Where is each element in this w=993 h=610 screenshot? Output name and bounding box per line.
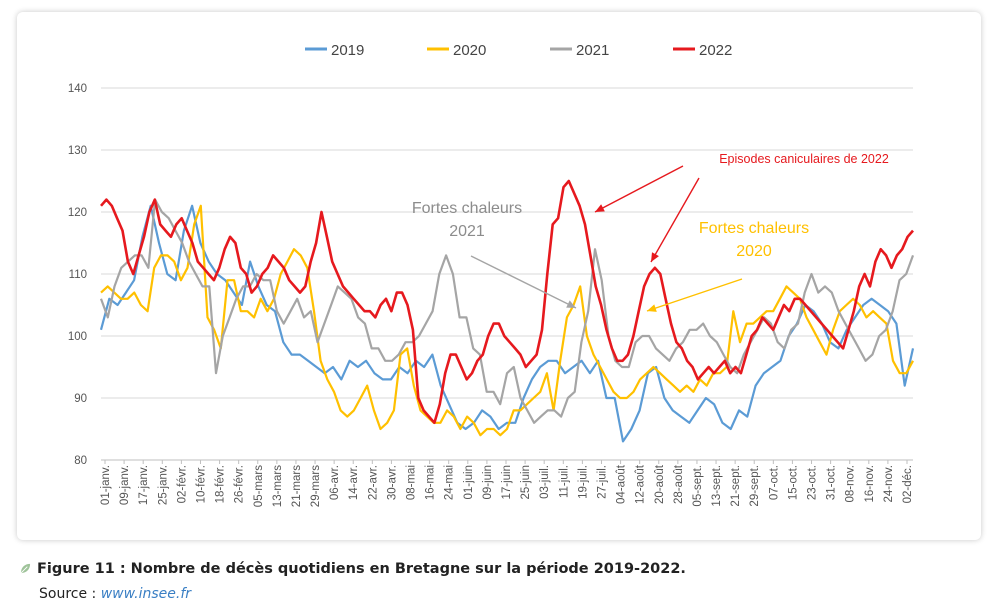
x-tick-label: 27-juil. xyxy=(596,465,608,499)
x-tick-label: 02-déc. xyxy=(902,465,914,503)
x-tick-label: 24-nov. xyxy=(883,465,895,503)
y-tick-label: 100 xyxy=(68,331,87,343)
series-line-2020 xyxy=(100,204,914,437)
annotations: Episodes caniculaires de 2022 Fortes chal… xyxy=(412,152,889,312)
annotation-text: 2020 xyxy=(736,243,772,260)
legend-label-2022: 2022 xyxy=(699,42,732,59)
x-tick-label: 11-juil. xyxy=(558,465,570,498)
x-tick-label: 14-avr. xyxy=(348,465,360,500)
line-chart: 80 90 100 110 120 130 140 01-janv. 09-janv. 17-j… xyxy=(68,42,915,507)
x-axis-ticks: 01-janv. 09-janv. 17-janv. 25-janv. 02-févr.… xyxy=(100,460,914,507)
x-tick-label: 29-mars xyxy=(310,465,322,507)
legend-label-2019: 2019 xyxy=(331,42,364,59)
legend-label-2021: 2021 xyxy=(576,42,609,59)
arrow-2020 xyxy=(646,278,743,312)
caption-text: Figure 11 : Nombre de décès quotidiens e… xyxy=(37,561,686,577)
source-label: Source : xyxy=(39,586,101,602)
x-tick-label: 07-oct. xyxy=(768,465,780,500)
y-tick-label: 140 xyxy=(68,83,87,95)
x-tick-label: 09-janv. xyxy=(119,465,131,505)
gridlines xyxy=(101,87,913,461)
y-tick-label: 80 xyxy=(74,455,87,467)
x-tick-label: 01-juin xyxy=(463,465,475,500)
x-tick-label: 25-juin xyxy=(520,465,532,500)
x-tick-label: 08-nov. xyxy=(845,465,857,503)
y-tick-label: 120 xyxy=(68,207,87,219)
series-line-2021 xyxy=(99,198,915,424)
x-tick-label: 06-avr. xyxy=(329,465,341,500)
annotation-text: 2021 xyxy=(449,223,485,240)
leaf-icon xyxy=(20,563,31,574)
x-tick-label: 13-sept. xyxy=(711,465,723,507)
annotation-text: Episodes caniculaires de 2022 xyxy=(719,152,889,166)
x-tick-label: 20-août xyxy=(654,464,666,504)
arrow-canicule-1-head xyxy=(595,204,605,212)
annotation-text: Fortes chaleurs xyxy=(412,200,522,217)
x-tick-label: 19-juil. xyxy=(577,465,589,499)
x-tick-label: 24-mai xyxy=(444,465,456,500)
x-tick-label: 12-août xyxy=(635,464,647,504)
x-tick-label: 23-oct. xyxy=(807,465,819,500)
x-tick-label: 17-janv. xyxy=(138,465,150,505)
arrow-canicule-1 xyxy=(594,165,684,213)
x-tick-label: 17-juin xyxy=(501,465,513,500)
series-lines xyxy=(99,179,915,443)
x-tick-label: 21-sept. xyxy=(730,465,742,507)
arrow-canicule-2 xyxy=(650,177,700,263)
x-tick-label: 05-mars xyxy=(253,465,265,507)
y-axis-ticks: 80 90 100 110 120 130 140 xyxy=(68,83,87,467)
x-tick-label: 28-août xyxy=(673,464,685,504)
legend: 2019 2020 2021 2022 xyxy=(305,42,732,59)
x-tick-label: 13-mars xyxy=(272,465,284,507)
x-tick-label: 16-nov. xyxy=(864,465,876,503)
arrow-2021 xyxy=(470,255,577,309)
source-line: Source : www.insee.fr xyxy=(39,586,191,602)
source-link[interactable]: www.insee.fr xyxy=(100,586,192,602)
x-tick-label: 09-juin xyxy=(482,465,494,500)
x-tick-label: 21-mars xyxy=(291,465,303,507)
x-tick-label: 10-févr. xyxy=(195,465,207,503)
x-tick-label: 29-sept. xyxy=(749,465,761,507)
x-tick-label: 18-févr. xyxy=(215,465,227,503)
annotation-text: Fortes chaleurs xyxy=(699,220,809,237)
x-tick-label: 16-mai xyxy=(425,465,437,500)
y-tick-label: 110 xyxy=(69,269,87,281)
x-tick-label: 30-avr. xyxy=(386,465,398,500)
y-tick-label: 90 xyxy=(74,393,87,405)
x-tick-label: 31-oct. xyxy=(826,465,838,500)
x-tick-label: 05-sept. xyxy=(692,465,704,507)
arrow-2021-head xyxy=(566,300,576,308)
x-tick-label: 15-oct. xyxy=(787,465,799,500)
x-tick-label: 01-janv. xyxy=(100,465,112,505)
series-line-2022 xyxy=(100,179,914,425)
x-tick-label: 02-févr. xyxy=(176,465,188,503)
x-tick-label: 04-août xyxy=(616,464,628,504)
legend-label-2020: 2020 xyxy=(453,42,486,59)
arrow-canicule-2-head xyxy=(651,252,659,262)
x-tick-label: 22-avr. xyxy=(367,465,379,500)
x-tick-label: 08-mai xyxy=(406,465,418,500)
x-tick-label: 03-juil. xyxy=(539,465,551,499)
y-tick-label: 130 xyxy=(68,145,87,157)
figure-caption: Figure 11 : Nombre de décès quotidiens e… xyxy=(20,561,686,577)
arrow-2020-head xyxy=(647,304,657,312)
chart-card: 80 90 100 110 120 130 140 01-janv. 09-janv. 17-j… xyxy=(17,12,981,540)
x-tick-label: 25-janv. xyxy=(157,465,169,505)
x-tick-label: 26-févr. xyxy=(234,465,246,503)
